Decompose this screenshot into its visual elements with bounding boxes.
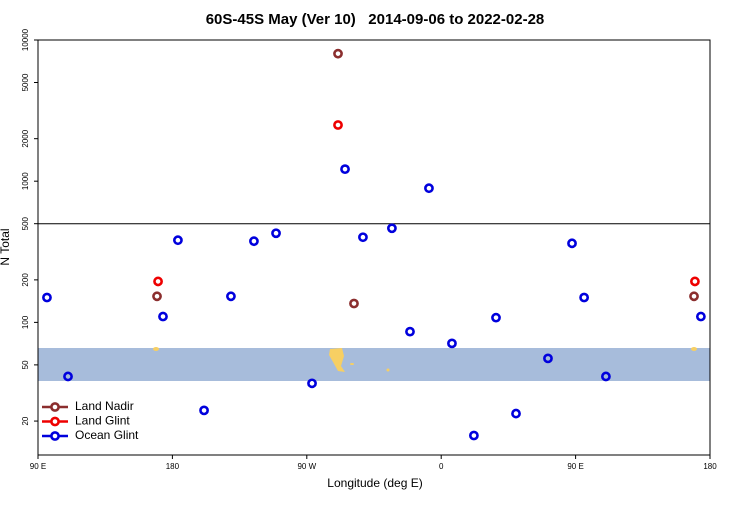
point xyxy=(199,405,209,416)
x-tick-label: 0 xyxy=(439,462,444,471)
x-tick-label: 90 E xyxy=(30,462,46,471)
point xyxy=(173,235,183,246)
legend-label: Ocean Glint xyxy=(75,428,139,442)
point xyxy=(333,120,343,130)
point xyxy=(543,353,553,364)
x-tick-label: 180 xyxy=(166,462,180,471)
y-tick-label: 50 xyxy=(21,360,30,369)
y-tick-label: 500 xyxy=(21,216,30,230)
point xyxy=(249,236,259,247)
y-tick-label: 100 xyxy=(21,315,30,329)
plot-frame xyxy=(37,39,711,456)
point xyxy=(567,238,577,249)
legend-label: Land Nadir xyxy=(75,399,134,413)
point xyxy=(340,164,350,175)
point xyxy=(42,292,52,303)
point xyxy=(511,408,521,419)
x-axis-label: Longitude (deg E) xyxy=(327,476,422,490)
point xyxy=(424,183,434,194)
point xyxy=(447,338,457,349)
point xyxy=(226,291,236,302)
point xyxy=(491,312,501,323)
point xyxy=(158,311,168,322)
legend-marker xyxy=(50,402,60,412)
y-tick-label: 200 xyxy=(21,273,30,287)
map-band xyxy=(38,348,710,381)
legend-marker xyxy=(50,431,60,441)
point xyxy=(469,430,479,441)
point xyxy=(153,276,163,287)
point xyxy=(690,276,700,287)
x-tick-label: 90 E xyxy=(567,462,583,471)
point xyxy=(405,326,415,337)
y-tick-label: 2000 xyxy=(21,129,30,147)
point xyxy=(387,223,397,234)
y-tick-label: 20 xyxy=(21,416,30,425)
point xyxy=(349,298,359,309)
y-tick-label: 10000 xyxy=(21,28,30,51)
legend-marker xyxy=(50,416,60,427)
point xyxy=(689,291,699,302)
y-tick-label: 5000 xyxy=(21,73,30,91)
point xyxy=(271,228,281,239)
x-tick-label: 180 xyxy=(703,462,717,471)
x-tick-label: 90 W xyxy=(297,462,316,471)
y-axis-label: N Total xyxy=(0,228,12,265)
point xyxy=(358,232,368,243)
point xyxy=(695,311,706,322)
point xyxy=(579,292,590,303)
y-tick-label: 1000 xyxy=(21,172,30,190)
point xyxy=(63,371,73,382)
point xyxy=(152,291,162,302)
legend-label: Land Glint xyxy=(75,414,130,428)
point xyxy=(307,378,317,389)
chart-title: 60S-45S May (Ver 10) 2014-09-06 to 2022-… xyxy=(206,11,545,28)
point xyxy=(333,48,343,59)
land-shapes xyxy=(153,347,697,372)
point xyxy=(601,371,611,382)
